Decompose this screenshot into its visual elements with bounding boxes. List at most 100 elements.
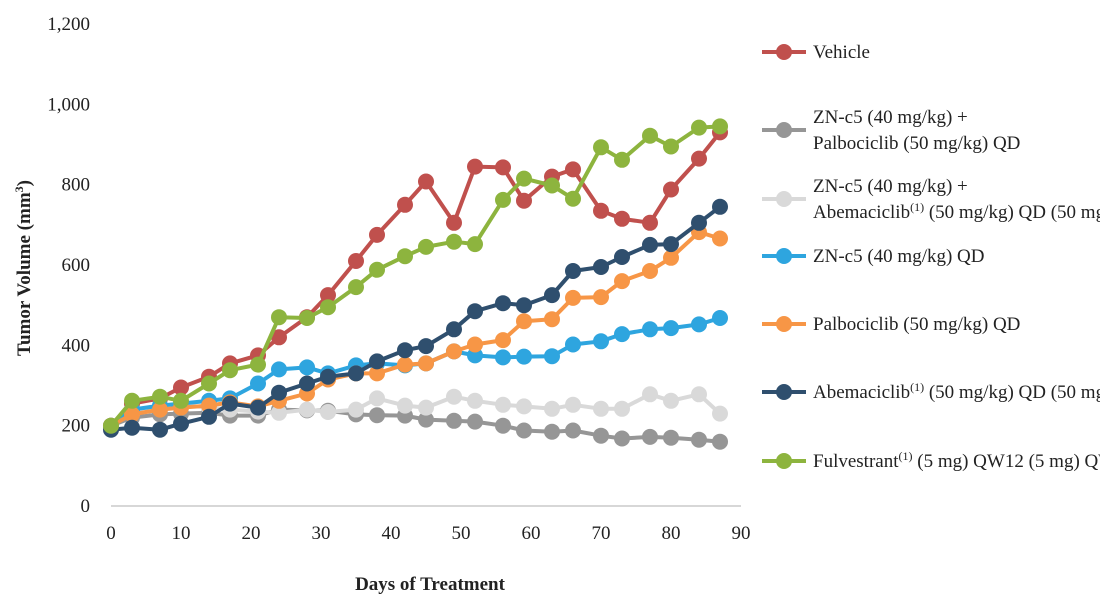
data-point bbox=[663, 250, 679, 266]
legend-entry: Palbociclib (50 mg/kg) QD bbox=[762, 314, 1020, 335]
data-point bbox=[593, 139, 609, 155]
data-point bbox=[320, 299, 336, 315]
data-point bbox=[299, 376, 315, 392]
data-point bbox=[397, 248, 413, 264]
data-point bbox=[642, 237, 658, 253]
legend-entry: Fulvestrant(1) (5 mg) QW12 (5 mg) QW12 bbox=[762, 449, 1100, 472]
data-point bbox=[712, 199, 728, 215]
data-point bbox=[446, 234, 462, 250]
data-point bbox=[103, 418, 119, 434]
data-point bbox=[250, 357, 266, 373]
y-axis-title-suffix: ) bbox=[14, 180, 35, 186]
data-point bbox=[299, 310, 315, 326]
legend-entry: Abemaciclib(1) (50 mg/kg) QD (50 mg/kg) … bbox=[762, 380, 1100, 403]
data-point bbox=[516, 398, 532, 414]
y-tick-label: 0 bbox=[81, 496, 91, 517]
data-point bbox=[544, 178, 560, 194]
legend-label-part: ZN-c5 (40 mg/kg) + bbox=[813, 176, 968, 197]
data-point bbox=[173, 393, 189, 409]
y-tick-label: 1,200 bbox=[47, 14, 90, 35]
data-point bbox=[348, 365, 364, 381]
data-point bbox=[320, 404, 336, 420]
axes: 0 200 400 600 800 1,000 1,200 0 10 20 30 40 50 60 70 80… bbox=[12, 14, 751, 595]
data-point bbox=[495, 332, 511, 348]
legend-label-superscript: (1) bbox=[910, 200, 924, 214]
y-tick-label: 800 bbox=[62, 175, 91, 196]
data-point bbox=[691, 432, 707, 448]
data-point bbox=[642, 215, 658, 231]
legend-label-part: Abemaciclib bbox=[813, 382, 910, 403]
data-point bbox=[691, 120, 707, 136]
data-point bbox=[516, 297, 532, 313]
legend-label-part: (5 mg) QW12 bbox=[1024, 451, 1100, 472]
data-point bbox=[271, 385, 287, 401]
legend-label-superscript: (1) bbox=[910, 380, 924, 394]
data-point bbox=[691, 316, 707, 332]
data-point bbox=[642, 128, 658, 144]
data-point bbox=[299, 402, 315, 418]
data-point bbox=[418, 174, 434, 190]
data-point bbox=[271, 361, 287, 377]
data-point bbox=[593, 289, 609, 305]
data-point bbox=[544, 348, 560, 364]
x-tick-label: 60 bbox=[522, 523, 541, 544]
data-point bbox=[250, 400, 266, 416]
data-point bbox=[201, 409, 217, 425]
legend-label: Abemaciclib(1) (50 mg/kg) QD (50 mg/kg) … bbox=[813, 200, 1100, 223]
data-point bbox=[369, 390, 385, 406]
data-point bbox=[663, 320, 679, 336]
legend-swatch-marker bbox=[776, 384, 792, 400]
x-tick-label: 10 bbox=[172, 523, 191, 544]
legend-label: ZN-c5 (40 mg/kg) + bbox=[813, 176, 968, 197]
series-0 bbox=[103, 124, 728, 433]
legend-label-part: (5 mg) QW12 bbox=[913, 451, 1024, 472]
x-tick-label: 50 bbox=[452, 523, 471, 544]
data-point bbox=[565, 263, 581, 279]
data-point bbox=[348, 253, 364, 269]
data-point bbox=[691, 151, 707, 167]
data-point bbox=[467, 414, 483, 430]
data-point bbox=[565, 423, 581, 439]
data-point bbox=[663, 393, 679, 409]
data-point bbox=[614, 431, 630, 447]
data-point bbox=[446, 389, 462, 405]
data-point bbox=[467, 236, 483, 252]
data-point bbox=[565, 397, 581, 413]
data-point bbox=[614, 273, 630, 289]
legend-label-part: ZN-c5 (40 mg/kg) QD bbox=[813, 246, 985, 267]
legend-label-part: Palbociclib (50 mg/kg) QD bbox=[813, 133, 1020, 154]
data-point bbox=[418, 338, 434, 354]
legend-entry: ZN-c5 (40 mg/kg) +Palbociclib (50 mg/kg)… bbox=[762, 107, 1020, 154]
data-point bbox=[397, 398, 413, 414]
legend-label-part: Abemaciclib bbox=[813, 202, 910, 223]
data-point bbox=[152, 389, 168, 405]
legend: VehicleZN-c5 (40 mg/kg) +Palbociclib (50… bbox=[762, 42, 1100, 472]
legend-label: Palbociclib (50 mg/kg) QD bbox=[813, 133, 1020, 154]
data-point bbox=[712, 434, 728, 450]
y-tick-label: 200 bbox=[62, 416, 91, 437]
data-point bbox=[565, 161, 581, 177]
data-point bbox=[418, 355, 434, 371]
x-tick-label: 40 bbox=[382, 523, 401, 544]
data-point bbox=[516, 171, 532, 187]
legend-label-superscript: (1) bbox=[899, 449, 913, 463]
legend-label-part: Palbociclib (50 mg/kg) QD bbox=[813, 314, 1020, 335]
y-axis-title-text: Tumor Volume (mm bbox=[14, 192, 35, 356]
legend-label-part: (50 mg/kg) QD bbox=[924, 202, 1046, 223]
legend-label-part: (50 mg/kg) QD bbox=[1046, 202, 1100, 223]
data-point bbox=[663, 182, 679, 198]
data-point bbox=[467, 159, 483, 175]
data-point bbox=[446, 321, 462, 337]
data-point bbox=[397, 357, 413, 373]
data-point bbox=[348, 402, 364, 418]
legend-label: Vehicle bbox=[813, 42, 870, 63]
data-point bbox=[712, 118, 728, 134]
data-point bbox=[271, 309, 287, 325]
data-point bbox=[565, 337, 581, 353]
data-point bbox=[201, 376, 217, 392]
data-point bbox=[614, 326, 630, 342]
data-point bbox=[663, 236, 679, 252]
data-point bbox=[124, 420, 140, 436]
data-point bbox=[516, 349, 532, 365]
data-point bbox=[642, 386, 658, 402]
